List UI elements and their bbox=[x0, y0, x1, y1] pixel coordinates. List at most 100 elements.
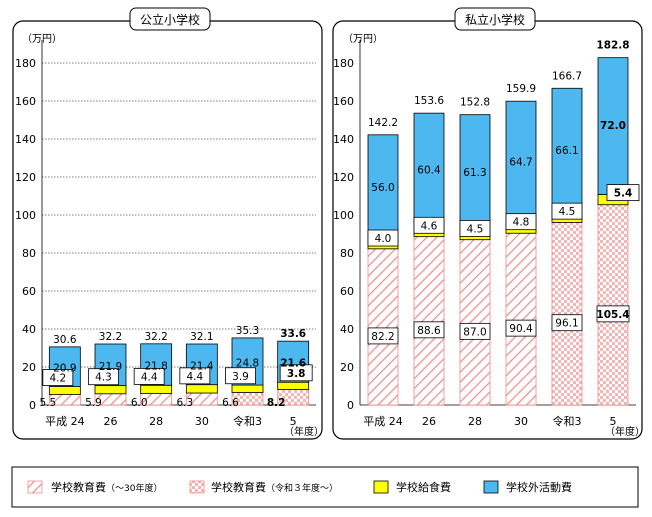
legend-frame bbox=[11, 466, 639, 508]
private-school-ed-label: 90.4 bbox=[509, 323, 533, 335]
public-lunch-label: 4.4 bbox=[186, 371, 203, 383]
private-y-tick-label: 140 bbox=[333, 133, 354, 146]
private-total-label: 166.7 bbox=[552, 70, 582, 82]
private-x-unit: （年度） bbox=[605, 425, 645, 438]
private-school-ed-label: 82.2 bbox=[371, 331, 394, 343]
private-x-tick-label: 28 bbox=[468, 415, 482, 428]
private-y-unit: （万円） bbox=[343, 33, 383, 45]
public-lunch-label: 4.4 bbox=[141, 371, 158, 383]
svg-text:学校教育費（～30年度）: 学校教育費（～30年度） bbox=[51, 480, 162, 494]
public-extracurricular-label: 20.9 bbox=[53, 363, 76, 375]
private-school-ed-label: 105.4 bbox=[596, 309, 629, 321]
public-extracurricular-label: 21.9 bbox=[99, 361, 122, 373]
public-extracurricular-label: 21.8 bbox=[144, 361, 167, 373]
private-y-tick-label: 60 bbox=[340, 285, 354, 298]
private-lunch-label: 4.0 bbox=[375, 233, 392, 245]
private-x-tick-label: 令和3 bbox=[553, 414, 582, 428]
private-extracurricular-label: 64.7 bbox=[509, 157, 532, 169]
private-school-ed-label: 96.1 bbox=[555, 318, 578, 330]
public-school-ed-label: 8.2 bbox=[267, 397, 286, 409]
private-school-ed-label-box bbox=[459, 322, 491, 340]
private-total-label: 152.8 bbox=[460, 97, 490, 109]
private-bar-segment bbox=[551, 222, 583, 406]
public-lunch-label-box bbox=[279, 364, 313, 382]
private-bar-segment bbox=[459, 114, 491, 232]
private-school-ed-label: 88.6 bbox=[417, 325, 441, 337]
public-title-box bbox=[129, 7, 211, 31]
public-lunch-label: 4.3 bbox=[95, 372, 112, 384]
public-lunch-label-box bbox=[225, 367, 256, 385]
private-lunch-label: 5.4 bbox=[614, 188, 633, 200]
public-y-tick-label: 140 bbox=[15, 133, 36, 146]
private-x-tick-label: 30 bbox=[514, 415, 528, 428]
legend-hatch-swatch bbox=[27, 480, 43, 494]
private-x-tick-label: 26 bbox=[422, 415, 436, 428]
public-school-ed-label: 6.0 bbox=[131, 397, 148, 409]
public-x-tick-label: 5 bbox=[290, 415, 297, 428]
public-extracurricular-label: 24.8 bbox=[236, 357, 259, 369]
public-lunch-label: 3.9 bbox=[232, 371, 249, 383]
private-school-ed-label-box bbox=[505, 319, 537, 337]
public-lunch-label-box bbox=[133, 368, 165, 385]
private-lunch-label-box bbox=[505, 213, 537, 231]
private-extracurricular-label: 61.3 bbox=[463, 167, 486, 179]
private-y-tick-label: 20 bbox=[340, 361, 354, 374]
private-lunch-label: 4.8 bbox=[513, 217, 530, 229]
public-x-tick-label: 26 bbox=[104, 415, 118, 428]
public-total-label: 30.6 bbox=[53, 334, 77, 346]
private-bar-segment bbox=[505, 232, 537, 406]
public-bar-segment bbox=[185, 384, 218, 394]
private-lunch-label: 4.5 bbox=[467, 223, 484, 235]
private-bar-segment bbox=[505, 100, 537, 225]
public-y-tick-label: 100 bbox=[15, 209, 36, 222]
public-lunch-label: 3.8 bbox=[287, 368, 306, 380]
legend-note-school-ed-old: （～30年度） bbox=[106, 482, 162, 494]
private-lunch-label-box bbox=[551, 202, 583, 220]
public-y-tick-label: 120 bbox=[15, 171, 36, 184]
private-extracurricular-label: 66.1 bbox=[555, 145, 578, 157]
legend-label-extracurricular: 学校外活動費 bbox=[506, 480, 572, 494]
legend-checker-swatch bbox=[189, 480, 205, 494]
private-school-ed-label-box bbox=[551, 314, 583, 332]
private-bar-segment bbox=[413, 112, 445, 229]
public-y-tick-label: 0 bbox=[29, 399, 36, 412]
private-total-label: 142.2 bbox=[368, 117, 398, 129]
private-lunch-label-box bbox=[606, 184, 640, 202]
private-bar-segment bbox=[597, 204, 629, 406]
public-extracurricular-label: 21.6 bbox=[280, 358, 306, 370]
private-extracurricular-label: 60.4 bbox=[417, 165, 441, 177]
public-y-tick-label: 20 bbox=[22, 361, 36, 374]
private-y-tick-label: 160 bbox=[333, 95, 354, 108]
public-lunch-label-box bbox=[179, 367, 211, 385]
public-school-ed-label: 5.5 bbox=[39, 397, 56, 409]
private-lunch-label: 4.5 bbox=[559, 206, 576, 218]
public-y-tick-label: 80 bbox=[22, 247, 36, 260]
private-lunch-label-box bbox=[367, 229, 399, 247]
private-y-tick-label: 120 bbox=[333, 171, 354, 184]
public-y-tick-label: 180 bbox=[15, 57, 36, 70]
public-bar-segment bbox=[94, 385, 127, 395]
public-plot-area: 0 20 40 60 80 100 120 140 160 180 5.5 4.220.9 30.6 平成… bbox=[15, 40, 316, 428]
public-lunch-label-box bbox=[88, 368, 119, 386]
legend-note-school-ed-new: （令和３年度～） bbox=[266, 482, 338, 494]
svg-text:学校教育費（令和３年度～）: 学校教育費（令和３年度～） bbox=[211, 480, 338, 494]
public-y-tick-label: 160 bbox=[15, 95, 36, 108]
private-y-tick-label: 80 bbox=[340, 247, 354, 260]
private-total-label: 182.8 bbox=[596, 40, 629, 52]
private-lunch-label-box bbox=[459, 220, 491, 237]
public-bar-segment bbox=[277, 381, 310, 390]
private-school-ed-label-box bbox=[596, 305, 630, 323]
legend-label-school-ed-new: 学校教育費 bbox=[211, 480, 266, 494]
private-bar-segment bbox=[551, 87, 583, 215]
public-school-ed-label: 5.9 bbox=[85, 397, 102, 409]
public-x-tick-label: 平成 24 bbox=[45, 415, 85, 428]
private-bar-segment bbox=[367, 134, 399, 242]
legend-label-school-ed-old: 学校教育費 bbox=[51, 480, 106, 494]
private-lunch-label-box bbox=[413, 216, 445, 234]
public-x-tick-label: 28 bbox=[149, 415, 163, 428]
private-y-tick-label: 180 bbox=[333, 57, 354, 70]
private-chart-title: 私立小学校 bbox=[465, 12, 525, 27]
public-total-label: 33.6 bbox=[280, 328, 306, 340]
legend-blue-swatch bbox=[483, 480, 499, 494]
